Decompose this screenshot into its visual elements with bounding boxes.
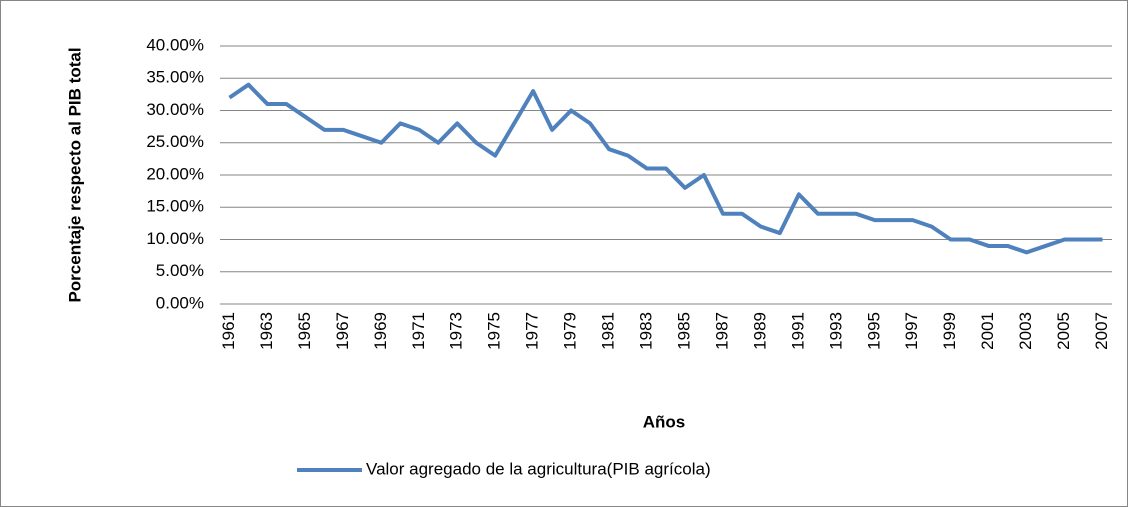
y-tick-label: 5.00% (156, 261, 204, 280)
x-tick-label: 1973 (447, 312, 466, 350)
y-tick-label: 25.00% (146, 132, 204, 151)
x-tick-label: 1963 (257, 312, 276, 350)
legend-label: Valor agregado de la agricultura(PIB agr… (366, 459, 711, 478)
x-tick-label: 1977 (523, 312, 542, 350)
x-tick-label: 2001 (978, 312, 997, 350)
x-tick-label: 1979 (561, 312, 580, 350)
y-axis-title: Porcentaje respecto al PIB total (65, 47, 84, 302)
x-tick-label: 1995 (864, 312, 883, 350)
x-tick-label: 1981 (599, 312, 618, 350)
x-tick-label: 1967 (333, 312, 352, 350)
x-tick-label: 1985 (674, 312, 693, 350)
x-tick-label: 1999 (940, 312, 959, 350)
data-line (228, 82, 1103, 255)
x-axis-title: Años (643, 412, 686, 431)
y-tick-label: 40.00% (146, 35, 204, 54)
y-tick-label: 35.00% (146, 68, 204, 87)
x-tick-label: 2003 (1016, 312, 1035, 350)
x-tick-label: 1991 (788, 312, 807, 350)
x-tick-label: 1971 (409, 312, 428, 350)
x-tick-label: 2007 (1092, 312, 1111, 350)
x-tick-label: 1965 (295, 312, 314, 350)
y-tick-label: 30.00% (146, 100, 204, 119)
x-tick-label: 1983 (637, 312, 656, 350)
y-tick-label: 20.00% (146, 164, 204, 183)
x-tick-label: 1997 (902, 312, 921, 350)
x-tick-label: 1961 (219, 312, 238, 350)
x-tick-label: 1993 (826, 312, 845, 350)
y-tick-label: 15.00% (146, 197, 204, 216)
x-tick-label: 2005 (1054, 312, 1073, 350)
x-tick-label: 1969 (371, 312, 390, 350)
x-tick-label: 1975 (485, 312, 504, 350)
x-tick-label: 1987 (712, 312, 731, 350)
x-tick-label: 1989 (750, 312, 769, 350)
y-tick-label: 0.00% (156, 293, 204, 312)
y-tick-label: 10.00% (146, 229, 204, 248)
